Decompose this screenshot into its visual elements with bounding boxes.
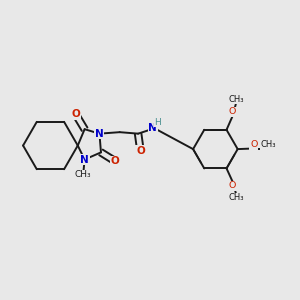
Text: N: N [148, 123, 157, 133]
Text: N: N [95, 129, 104, 139]
Text: O: O [111, 156, 120, 166]
Text: O: O [250, 140, 257, 149]
Text: O: O [71, 109, 80, 119]
Text: CH₃: CH₃ [229, 193, 244, 202]
Text: CH₃: CH₃ [229, 95, 244, 104]
Text: O: O [136, 146, 145, 156]
Text: N: N [80, 154, 89, 164]
Text: O: O [229, 181, 236, 190]
Text: H: H [154, 118, 161, 127]
Text: CH₃: CH₃ [260, 140, 276, 149]
Text: CH₃: CH₃ [75, 170, 92, 179]
Text: O: O [229, 107, 236, 116]
